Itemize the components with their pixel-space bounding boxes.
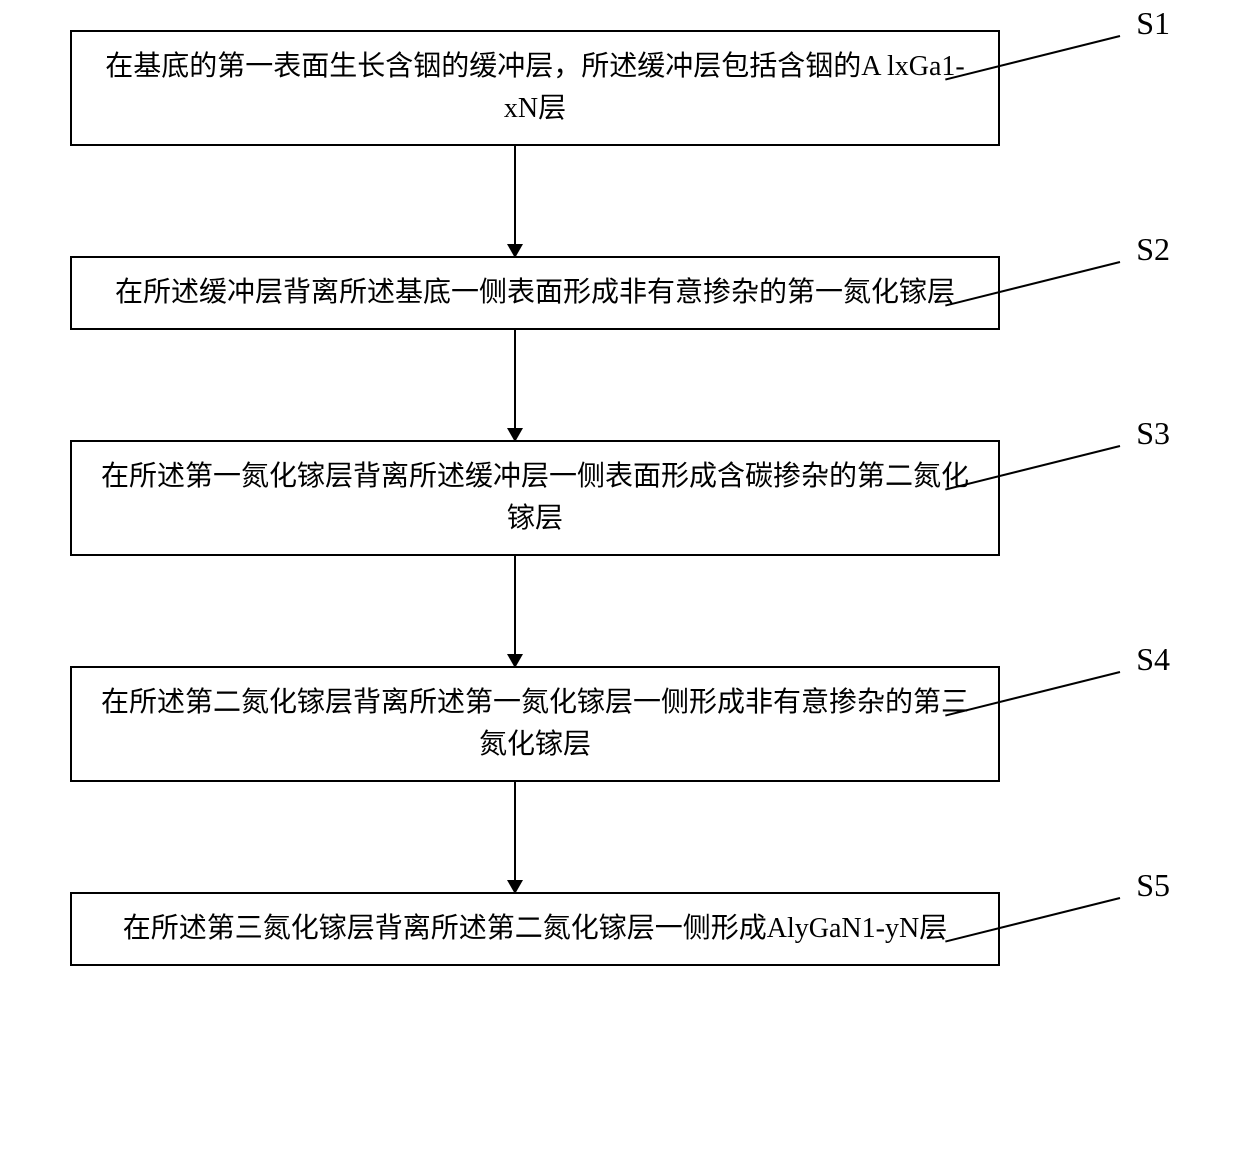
- step-box-2: 在所述缓冲层背离所述基底一侧表面形成非有意掺杂的第一氮化镓层: [70, 256, 1000, 330]
- step-wrapper-1: 在基底的第一表面生长含铟的缓冲层，所述缓冲层包括含铟的A lxGa1-xN层 S…: [20, 30, 1220, 146]
- step-wrapper-4: 在所述第二氮化镓层背离所述第一氮化镓层一侧形成非有意掺杂的第三氮化镓层 S4: [20, 666, 1220, 782]
- step-label-4: S4: [1136, 641, 1170, 678]
- step-text-2: 在所述缓冲层背离所述基底一侧表面形成非有意掺杂的第一氮化镓层: [115, 277, 955, 308]
- step-text-1: 在基底的第一表面生长含铟的缓冲层，所述缓冲层包括含铟的A lxGa1-xN层: [105, 51, 964, 124]
- step-wrapper-3: 在所述第一氮化镓层背离所述缓冲层一侧表面形成含碳掺杂的第二氮化镓层 S3: [20, 440, 1220, 556]
- step-box-3: 在所述第一氮化镓层背离所述缓冲层一侧表面形成含碳掺杂的第二氮化镓层: [70, 440, 1000, 556]
- connector-2: [514, 330, 516, 440]
- flowchart-container: 在基底的第一表面生长含铟的缓冲层，所述缓冲层包括含铟的A lxGa1-xN层 S…: [20, 30, 1220, 966]
- connector-3: [514, 556, 516, 666]
- connector-1: [514, 146, 516, 256]
- step-label-5: S5: [1136, 867, 1170, 904]
- connector-4: [514, 782, 516, 892]
- step-label-2: S2: [1136, 231, 1170, 268]
- step-box-5: 在所述第三氮化镓层背离所述第二氮化镓层一侧形成AlyGaN1-yN层: [70, 892, 1000, 966]
- step-text-4: 在所述第二氮化镓层背离所述第一氮化镓层一侧形成非有意掺杂的第三氮化镓层: [101, 687, 969, 760]
- step-wrapper-5: 在所述第三氮化镓层背离所述第二氮化镓层一侧形成AlyGaN1-yN层 S5: [20, 892, 1220, 966]
- step-label-1: S1: [1136, 5, 1170, 42]
- step-box-1: 在基底的第一表面生长含铟的缓冲层，所述缓冲层包括含铟的A lxGa1-xN层: [70, 30, 1000, 146]
- step-label-3: S3: [1136, 415, 1170, 452]
- step-text-3: 在所述第一氮化镓层背离所述缓冲层一侧表面形成含碳掺杂的第二氮化镓层: [101, 461, 969, 534]
- step-wrapper-2: 在所述缓冲层背离所述基底一侧表面形成非有意掺杂的第一氮化镓层 S2: [20, 256, 1220, 330]
- step-text-5: 在所述第三氮化镓层背离所述第二氮化镓层一侧形成AlyGaN1-yN层: [123, 913, 947, 944]
- step-box-4: 在所述第二氮化镓层背离所述第一氮化镓层一侧形成非有意掺杂的第三氮化镓层: [70, 666, 1000, 782]
